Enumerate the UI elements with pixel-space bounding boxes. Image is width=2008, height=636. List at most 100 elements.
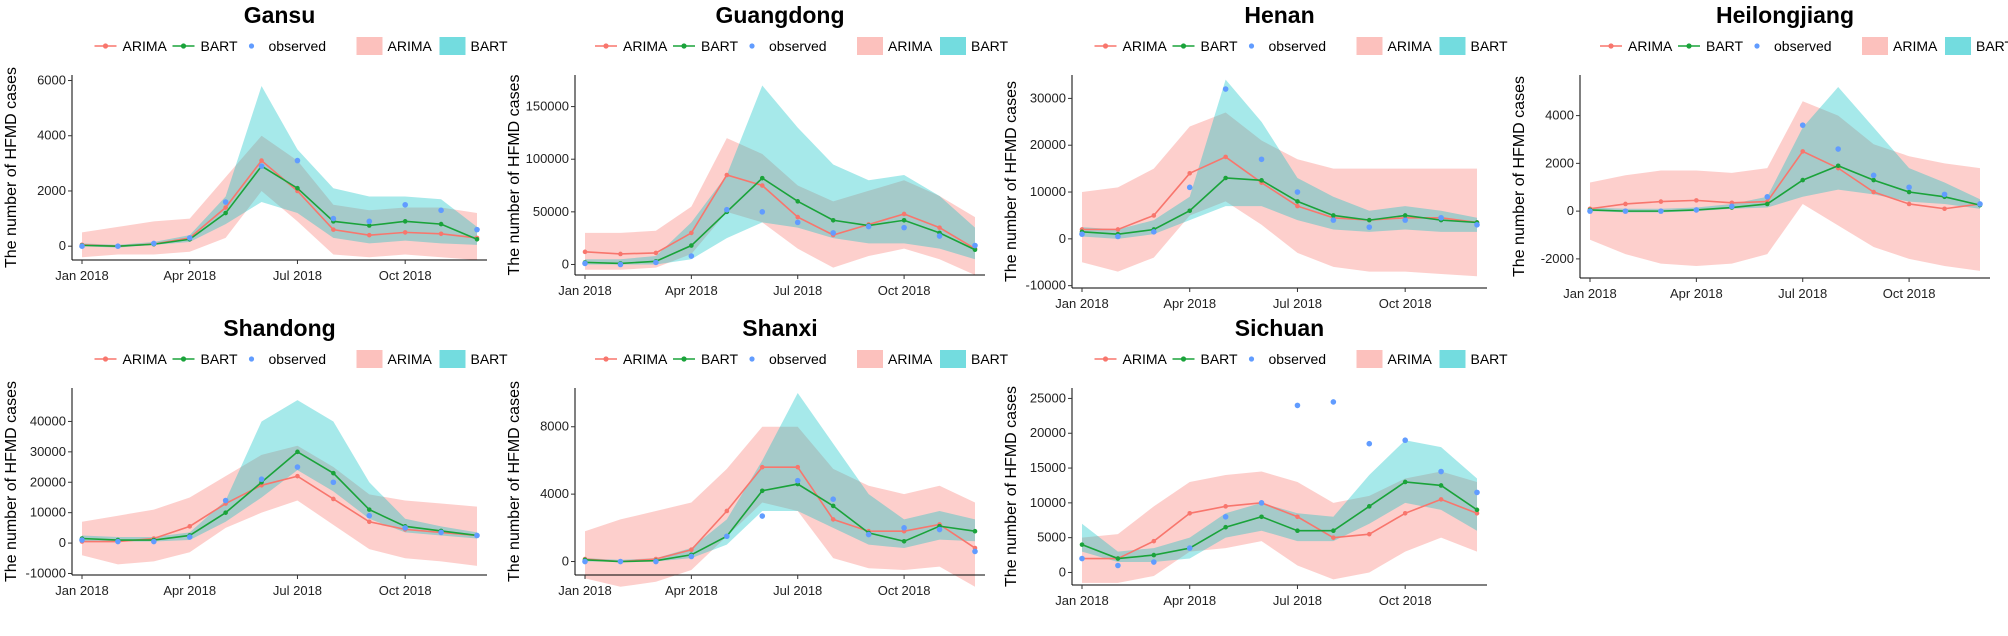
bart-band (82, 86, 477, 248)
legend-arima-marker (603, 356, 609, 362)
observed-point (1870, 172, 1877, 179)
legend-bart-marker (1686, 43, 1692, 49)
observed-point (582, 558, 588, 565)
x-tick-label: Jul 2018 (1778, 286, 1827, 301)
observed-point (438, 529, 444, 536)
legend-bart-band-label: BART (971, 351, 1009, 367)
bart-line (1081, 177, 1478, 235)
observed-point (115, 538, 121, 545)
legend: ARIMA BART observed ARIMA BART (595, 350, 1009, 368)
legend-arima-band-swatch (356, 350, 383, 368)
observed-point (1764, 194, 1771, 200)
observed-point (1799, 122, 1806, 128)
observed-point (294, 464, 301, 470)
bart-point (1259, 178, 1264, 183)
observed-point (330, 215, 337, 222)
x-tick-label: Apr 2018 (1163, 296, 1216, 311)
arima-point (366, 519, 372, 525)
arima-point (1223, 504, 1228, 509)
observed-point (1402, 217, 1408, 223)
arima-point (937, 225, 942, 230)
observed-point (1151, 559, 1157, 565)
observed-point (258, 476, 265, 483)
observed-point (724, 533, 730, 540)
y-axis-label: The number of HFMD cases (3, 67, 20, 268)
observed-point (1366, 224, 1373, 230)
x-tick-label: Jan 2018 (1055, 296, 1109, 311)
arima-point (795, 214, 801, 220)
arima-point (1942, 206, 1947, 212)
arima-point (901, 211, 907, 217)
y-tick-label: 30000 (1030, 90, 1066, 105)
x-tick-label: Apr 2018 (665, 583, 718, 598)
bart-point (1474, 507, 1480, 513)
x-tick-label: Oct 2018 (1883, 286, 1936, 301)
observed-point (794, 219, 801, 226)
observed-point (1330, 399, 1337, 405)
observed-point (1294, 189, 1301, 195)
y-tick-label: 20000 (30, 474, 66, 489)
legend-bart-label: BART (1201, 351, 1239, 367)
arima-line (584, 466, 976, 563)
observed-point (1906, 184, 1912, 191)
arima-point (295, 473, 300, 479)
observed-point (1186, 545, 1193, 551)
y-tick-label: 50000 (533, 204, 569, 219)
bart-point (1115, 556, 1121, 561)
legend-bart-band-swatch (940, 350, 966, 368)
panel-title: Shanxi (742, 315, 817, 341)
observed-point (402, 525, 408, 531)
observed-point (366, 512, 373, 519)
observed-point (972, 548, 978, 555)
y-tick-label: 25000 (1030, 390, 1066, 405)
observed-point (1222, 86, 1229, 92)
arima-point (1187, 171, 1193, 176)
observed-point (1658, 208, 1664, 214)
arima-point (1151, 538, 1157, 544)
observed-point (688, 553, 695, 560)
bart-point (1223, 524, 1228, 530)
y-tick-label: 4000 (1545, 108, 1574, 123)
y-axis-label: The number of HFMD cases (506, 381, 523, 582)
panel-title: Shandong (223, 315, 335, 341)
legend-bart-band-label: BART (471, 38, 509, 54)
y-tick-label: -10000 (26, 565, 66, 580)
arima-point (1474, 511, 1480, 516)
legend: ARIMA BART observed ARIMA BART (1094, 350, 1508, 368)
observed-point (366, 218, 373, 225)
observed-point (1186, 184, 1193, 191)
arima-point (187, 524, 193, 529)
bart-point (972, 528, 978, 534)
y-tick-label: 150000 (526, 99, 569, 114)
observed-point (151, 538, 157, 545)
arima-point (759, 183, 765, 188)
legend-observed-label: observed (1269, 351, 1327, 367)
arima-point (724, 508, 730, 514)
legend-bart-band-swatch (439, 37, 466, 55)
panel-guangdong: Guangdong ARIMA BART observed ARIMA BART 0 5000… (506, 2, 1009, 298)
arima-line (1082, 498, 1478, 560)
y-axis-label: The number of HFMD cases (506, 75, 523, 276)
observed-point (617, 558, 624, 565)
arima-point (1187, 511, 1193, 516)
observed-point (1438, 468, 1444, 475)
arima-point (1871, 189, 1876, 195)
arima-band (585, 138, 975, 275)
observed-point (294, 157, 301, 164)
bart-point (1438, 483, 1444, 488)
observed-point (617, 261, 624, 268)
y-tick-label: 10000 (30, 505, 66, 520)
legend-arima-marker (102, 356, 109, 362)
legend-bart-label: BART (1201, 38, 1239, 54)
panel-shandong: Shandong ARIMA BART observed ARIMA BART -10000… (3, 315, 508, 598)
arima-line (82, 475, 478, 543)
legend-bart-label: BART (201, 38, 239, 54)
arima-point (1295, 203, 1300, 209)
arima-line (1082, 156, 1478, 231)
observed-point (1977, 201, 1983, 207)
arima-point (1295, 514, 1300, 520)
y-tick-label: -10000 (1026, 278, 1066, 293)
legend-arima-marker (102, 43, 109, 49)
legend-observed-marker (749, 43, 755, 49)
observed-point (1079, 231, 1085, 237)
